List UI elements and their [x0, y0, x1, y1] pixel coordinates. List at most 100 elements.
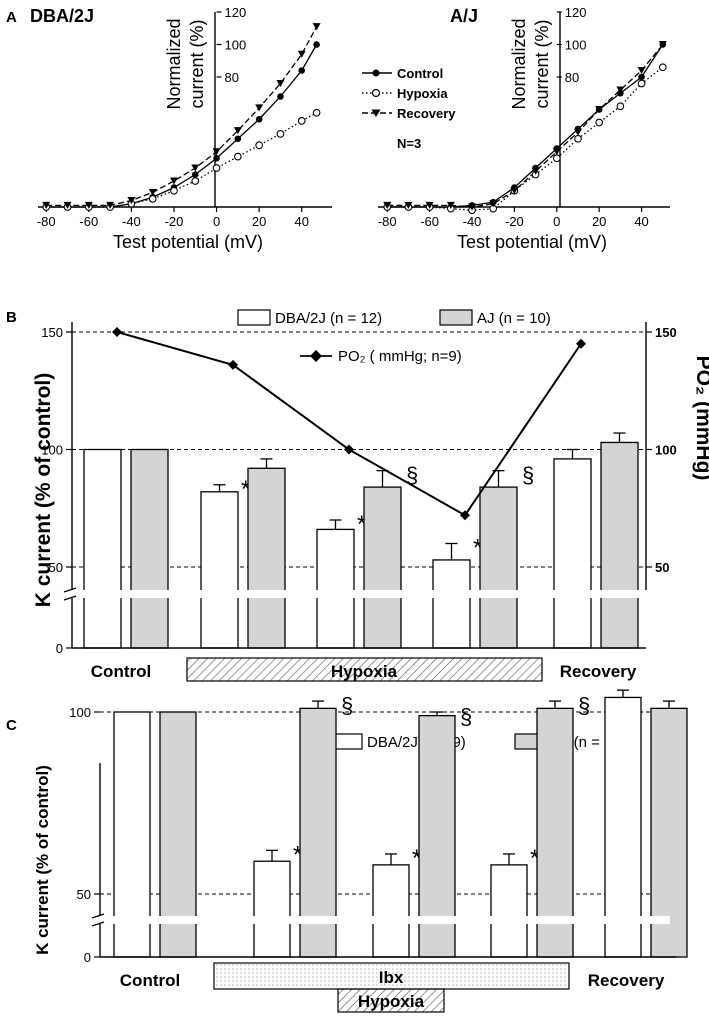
panel-a-left-x-ticks: -80 -60 -40 -20 0 20 40	[37, 207, 309, 229]
panel-b-axes: 0 50 100 150	[41, 322, 646, 656]
legend-marker-control	[372, 69, 380, 77]
legend-dba-b: DBA/2J (n = 12)	[275, 310, 382, 327]
axis-break-band	[60, 590, 642, 598]
y-tick-label: 0	[56, 641, 63, 656]
significance-asterisk: *	[473, 535, 482, 562]
data-point-hypoxia	[191, 177, 200, 185]
data-point-recovery	[42, 201, 51, 209]
panel-b-bars: * * § * §	[60, 432, 642, 649]
po2-point	[344, 444, 354, 455]
data-point-hypoxia	[148, 195, 157, 203]
panel-b-gridlines	[72, 331, 651, 568]
data-point-control	[298, 67, 306, 74]
data-point-recovery	[84, 201, 93, 209]
data-point-recovery	[383, 201, 392, 209]
significance-asterisk: *	[357, 511, 366, 538]
panel-label-a: A	[6, 9, 17, 26]
data-point-hypoxia	[658, 63, 667, 72]
panel-b-cond-control: Control	[91, 662, 151, 681]
series-line-recovery	[46, 26, 318, 207]
significance-asterisk: *	[293, 841, 302, 868]
significance-section: §	[578, 693, 590, 718]
legend-recovery: Recovery	[397, 106, 456, 121]
data-point-recovery	[658, 41, 667, 48]
panel-c-bars: * § * § * §	[88, 689, 688, 958]
po2-point	[112, 327, 122, 337]
data-point-recovery	[233, 127, 242, 135]
data-point-hypoxia	[616, 102, 625, 111]
data-point-recovery	[404, 201, 413, 209]
data-point-recovery	[106, 201, 115, 209]
y2-tick-label: 150	[655, 325, 677, 340]
panel-a-right-xlabel: Test potential (mV)	[457, 232, 607, 252]
panel-c-hypoxia-bar	[337, 988, 445, 1013]
data-point-recovery	[425, 201, 434, 209]
x-tick-label: 20	[592, 214, 606, 229]
data-point-hypoxia	[637, 79, 646, 88]
data-point-recovery	[510, 187, 519, 195]
legend-swatch-dba-b	[237, 309, 271, 326]
data-point-recovery	[312, 23, 321, 31]
bar-aj	[299, 707, 337, 958]
data-point-recovery	[191, 164, 200, 172]
bar-aj	[536, 707, 574, 958]
panel-a-right-y-ticks: 80 100 120	[556, 5, 587, 85]
panel-a-left-y-ticks: 80 100 120	[216, 5, 246, 85]
significance-section: §	[341, 693, 353, 718]
bar-dba	[553, 458, 592, 649]
data-point-recovery	[446, 201, 455, 209]
y-tick-label: 150	[41, 325, 63, 340]
x-tick-label: 0	[213, 214, 220, 229]
bar-dba	[372, 864, 410, 958]
data-point-recovery	[637, 67, 646, 74]
bar-dba	[83, 448, 122, 649]
legend-control: Control	[397, 66, 443, 81]
legend-hypoxia: Hypoxia	[397, 86, 448, 101]
y-tick-label: 100	[565, 38, 587, 53]
legend-marker-recovery	[371, 109, 381, 117]
data-point-recovery	[297, 50, 306, 58]
data-point-recovery	[531, 167, 540, 175]
data-point-hypoxia	[312, 108, 321, 117]
panel-b-po2-line: 50 100 150	[112, 322, 677, 590]
data-point-recovery	[276, 80, 285, 87]
data-point-control	[638, 73, 645, 81]
bar-dba	[432, 559, 471, 649]
data-point-control	[313, 41, 320, 48]
panel-a-right-ylabel-1: Normalized	[509, 18, 529, 109]
bar-aj	[479, 486, 518, 649]
bar-dba	[253, 860, 291, 958]
data-point-recovery	[595, 106, 604, 113]
x-tick-label: -60	[420, 214, 439, 229]
series-line-hypoxia	[46, 112, 317, 208]
x-tick-label: 20	[252, 214, 266, 229]
y-tick-label: 100	[69, 705, 91, 720]
panel-a-left-ylabel-2: current (%)	[187, 19, 207, 108]
panel-b-legend: DBA/2J (n = 12) AJ (n = 10) PO₂ ( mmHg; …	[237, 309, 551, 365]
panel-a-left: DBA/2J -80 -60 -40 -20 0 20 40 80 100 120 Test p…	[30, 5, 332, 252]
panel-c-cond-ibx: Ibx	[379, 968, 404, 987]
axis-break-mark	[63, 587, 77, 593]
x-tick-label: -60	[79, 214, 98, 229]
data-point-hypoxia	[212, 164, 221, 172]
x-tick-label: -20	[165, 214, 184, 229]
data-point-hypoxia	[170, 186, 178, 195]
data-point-hypoxia	[595, 118, 604, 127]
data-point-hypoxia	[552, 154, 561, 163]
bar-aj	[130, 448, 169, 649]
panel-a-left-xlabel: Test potential (mV)	[113, 232, 263, 252]
panel-label-c: C	[6, 717, 17, 734]
panel-b: DBA/2J (n = 12) AJ (n = 10) PO₂ ( mmHg; …	[32, 309, 709, 682]
panel-a-right-title: A/J	[450, 6, 478, 26]
panel-b-hypoxia-bar	[186, 657, 543, 682]
panel-b-ylabel: K current (% of control)	[32, 373, 55, 608]
panel-a-right-series	[383, 41, 667, 215]
legend-aj-b: AJ (n = 10)	[477, 310, 551, 327]
data-point-control	[255, 115, 263, 123]
panel-c-cond-recovery: Recovery	[588, 971, 665, 990]
panel-a-legend: Control Hypoxia Recovery N=3	[362, 66, 456, 151]
data-point-recovery	[148, 188, 157, 196]
data-point-recovery	[468, 203, 477, 211]
data-point-control	[277, 93, 284, 100]
panel-a-right: A/J -80 -60 -40 -20 0 20 40 80 100 120 Test pote…	[362, 5, 670, 252]
